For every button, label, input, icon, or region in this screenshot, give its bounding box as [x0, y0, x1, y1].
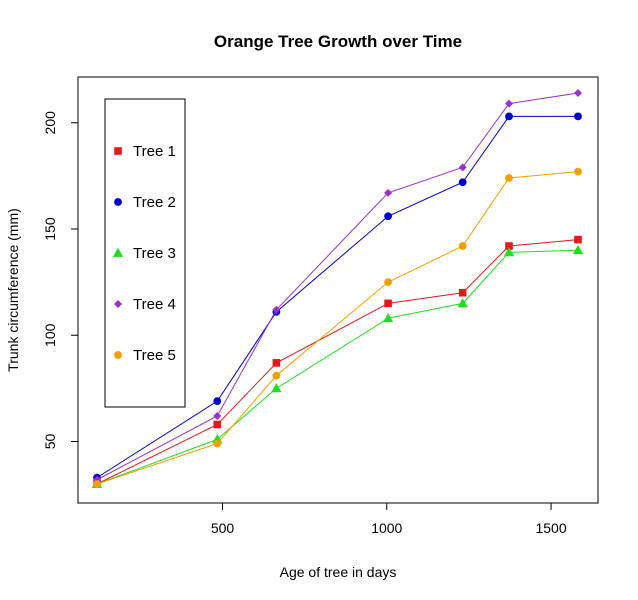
- data-point: [213, 412, 222, 420]
- data-point: [458, 163, 467, 172]
- data-point: [384, 278, 392, 287]
- data-point: [384, 299, 392, 308]
- data-point: [505, 242, 513, 250]
- data-point: [213, 439, 222, 448]
- legend-label: Tree 3: [133, 245, 176, 262]
- legend-label: Tree 1: [133, 143, 176, 160]
- data-point: [574, 167, 582, 176]
- legend-item: Tree 4: [114, 296, 176, 313]
- legend-label: Tree 2: [133, 194, 176, 211]
- data-point: [272, 371, 281, 380]
- data-point: [213, 420, 222, 429]
- x-tick-label: 1500: [535, 520, 566, 536]
- x-axis: 500 1000 1500: [211, 503, 567, 536]
- data-point: [382, 313, 394, 323]
- data-point: [213, 397, 222, 406]
- data-point: [458, 242, 467, 250]
- series-2: [93, 112, 582, 482]
- data-point: [572, 245, 584, 255]
- data-point: [457, 298, 468, 308]
- series-5: [93, 167, 582, 488]
- legend-label: Tree 5: [133, 347, 176, 364]
- data-point: [272, 305, 281, 314]
- data-point: [458, 178, 467, 187]
- data-point: [384, 212, 392, 221]
- legend-marker: [114, 147, 122, 155]
- data-point: [574, 235, 582, 244]
- chart-title: Orange Tree Growth over Time: [214, 32, 462, 51]
- data-point: [384, 188, 393, 197]
- data-point: [574, 89, 582, 97]
- data-point: [503, 247, 515, 257]
- data-point: [505, 174, 513, 182]
- data-point: [272, 359, 281, 367]
- x-tick-label: 500: [211, 520, 235, 536]
- data-point: [505, 112, 513, 121]
- legend-item: Tree 1: [114, 143, 176, 160]
- legend-marker: [114, 351, 122, 359]
- legend-marker: [112, 247, 124, 257]
- data-point: [271, 383, 282, 393]
- x-axis-label: Age of tree in days: [280, 564, 397, 580]
- series-layer: [91, 89, 584, 488]
- legend-item: Tree 3: [112, 245, 176, 262]
- legend-label: Tree 4: [133, 296, 176, 313]
- legend-marker: [114, 300, 122, 308]
- y-tick-label: 200: [42, 111, 58, 135]
- legend-marker: [114, 198, 122, 206]
- y-tick-label: 150: [42, 217, 58, 241]
- data-point: [505, 99, 514, 108]
- data-point: [574, 112, 582, 121]
- legend-item: Tree 2: [114, 194, 176, 211]
- y-axis: 50 100 150 200: [42, 111, 78, 449]
- data-point: [93, 480, 101, 488]
- x-tick-label: 1000: [371, 520, 402, 536]
- y-tick-label: 100: [42, 323, 58, 347]
- legend: Tree 1 Tree 2 Tree 3 Tree 4 Tree 5: [104, 98, 186, 408]
- y-tick-label: 50: [42, 434, 58, 450]
- y-axis-label: Trunk circumference (mm): [5, 208, 21, 372]
- legend-item: Tree 5: [114, 347, 176, 364]
- plot-frame: [77, 76, 599, 504]
- data-point: [458, 288, 467, 297]
